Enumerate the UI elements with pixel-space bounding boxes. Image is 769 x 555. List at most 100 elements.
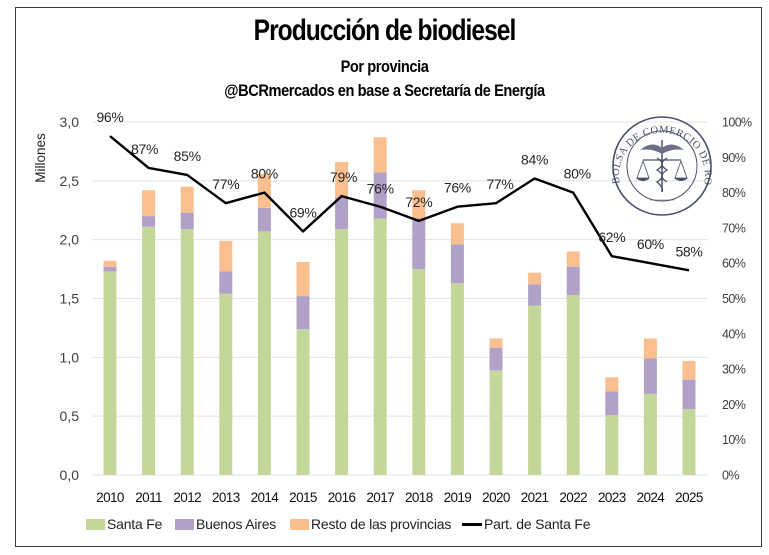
line-data-label: 58% xyxy=(675,243,702,259)
bar-buenos-aires-2010 xyxy=(103,266,117,272)
bar-santa-fe-2010 xyxy=(103,271,117,475)
line-data-label: 85% xyxy=(174,148,201,164)
bar-resto-de-las-provincias-2010 xyxy=(103,260,117,267)
bar-resto-de-las-provincias-2021 xyxy=(528,272,542,285)
bar-buenos-aires-2019 xyxy=(450,244,464,284)
legend-item-resto: Resto de las provincias xyxy=(290,516,451,532)
bar-resto-de-las-provincias-2023 xyxy=(605,377,619,392)
y2-tick-label: 40% xyxy=(722,327,746,341)
chart-subtitle: Por provincia xyxy=(340,57,429,76)
y2-tick-label: 80% xyxy=(722,186,746,200)
bar-buenos-aires-2020 xyxy=(489,347,503,371)
bar-santa-fe-2011 xyxy=(142,226,156,475)
legend-item-buenos-aires: Buenos Aires xyxy=(175,516,276,532)
line-data-label: 72% xyxy=(405,194,432,210)
y2-tick-label: 60% xyxy=(722,257,746,271)
line-data-label: 80% xyxy=(251,166,278,182)
bar-santa-fe-2022 xyxy=(566,294,580,475)
bar-santa-fe-2016 xyxy=(335,229,349,475)
line-data-label: 87% xyxy=(131,141,158,157)
bar-buenos-aires-2013 xyxy=(219,271,233,294)
bars xyxy=(103,137,696,475)
y-tick-label: 3,0 xyxy=(60,114,80,130)
x-tick-label: 2019 xyxy=(444,490,472,505)
y-tick-label: 0,5 xyxy=(60,408,80,424)
bar-buenos-aires-2021 xyxy=(528,284,542,306)
x-tick-label: 2021 xyxy=(521,490,549,505)
x-axis-ticks: 2010 2011 2012 2013 2014 2015 2016 2017 2018 2019… xyxy=(96,490,703,505)
y2-tick-label: 30% xyxy=(722,363,746,377)
x-tick-label: 2010 xyxy=(96,490,124,505)
line-data-label: 62% xyxy=(598,229,625,245)
x-tick-label: 2013 xyxy=(212,490,240,505)
line-data-label: 84% xyxy=(521,151,548,167)
legend-line-swatch xyxy=(462,522,482,526)
y2-tick-label: 90% xyxy=(722,151,746,165)
y-tick-label: 2,5 xyxy=(60,173,80,189)
bar-buenos-aires-2024 xyxy=(643,358,657,394)
bar-resto-de-las-provincias-2016 xyxy=(335,162,349,198)
y2-tick-label: 0% xyxy=(722,469,739,483)
bar-santa-fe-2020 xyxy=(489,370,503,475)
x-tick-label: 2016 xyxy=(328,490,356,505)
line-data-label: 77% xyxy=(486,176,513,192)
legend-item-part-santa-fe: Part. de Santa Fe xyxy=(462,516,591,532)
bar-resto-de-las-provincias-2014 xyxy=(257,173,271,208)
legend-swatch-resto xyxy=(290,518,309,530)
chart-title: Producción de biodiesel xyxy=(253,14,517,47)
line-data-label: 76% xyxy=(444,180,471,196)
y2-tick-label: 20% xyxy=(722,398,746,412)
bar-santa-fe-2025 xyxy=(682,409,696,475)
line-data-label: 77% xyxy=(212,176,239,192)
bar-resto-de-las-provincias-2019 xyxy=(450,223,464,245)
y2-tick-label: 10% xyxy=(722,433,746,447)
bar-buenos-aires-2014 xyxy=(257,207,271,232)
bar-santa-fe-2012 xyxy=(180,229,194,475)
bar-resto-de-las-provincias-2018 xyxy=(412,190,426,219)
bar-santa-fe-2018 xyxy=(412,269,426,475)
x-tick-label: 2015 xyxy=(289,490,317,505)
line-part-santa-fe xyxy=(109,135,690,272)
legend-item-santa-fe: Santa Fe xyxy=(86,516,162,532)
line-data-label: 79% xyxy=(330,169,357,185)
bar-buenos-aires-2022 xyxy=(566,266,580,295)
y2-tick-label: 70% xyxy=(722,221,746,235)
line-data-label: 60% xyxy=(637,236,664,252)
chart-source: @BCRmercados en base a Secretaría de Ene… xyxy=(224,81,545,100)
bar-buenos-aires-2016 xyxy=(335,197,349,230)
bar-buenos-aires-2018 xyxy=(412,218,426,270)
logo-text: BOLSA DE COMERCIO DE ROSARIO xyxy=(0,0,713,186)
bar-buenos-aires-2023 xyxy=(605,391,619,415)
bar-resto-de-las-provincias-2022 xyxy=(566,251,580,267)
line-data-labels: 96% 87% 85% 77% 80% 69% 79% 76% 72% 76% 77% 84% 80% 6… xyxy=(96,109,702,259)
bar-resto-de-las-provincias-2020 xyxy=(489,338,503,348)
bar-buenos-aires-2015 xyxy=(296,296,310,330)
bar-resto-de-las-provincias-2024 xyxy=(643,338,657,359)
legend-swatch-buenos-aires xyxy=(175,518,194,530)
y-tick-label: 2,0 xyxy=(60,232,80,248)
bar-santa-fe-2023 xyxy=(605,414,619,475)
right-axis-ticks: 0% 10% 20% 30% 40% 50% 60% 70% 80% 90% 100% xyxy=(722,116,753,483)
svg-text:BOLSA DE COMERCIO DE ROSARIO: BOLSA DE COMERCIO DE ROSARIO xyxy=(0,0,713,186)
bar-santa-fe-2017 xyxy=(373,218,387,475)
bar-resto-de-las-provincias-2013 xyxy=(219,240,233,272)
bar-resto-de-las-provincias-2011 xyxy=(142,190,156,217)
bar-santa-fe-2013 xyxy=(219,293,233,475)
x-tick-label: 2018 xyxy=(405,490,433,505)
bar-santa-fe-2014 xyxy=(257,231,271,475)
x-tick-label: 2023 xyxy=(598,490,626,505)
bar-resto-de-las-provincias-2015 xyxy=(296,262,310,297)
x-tick-label: 2025 xyxy=(675,490,703,505)
x-tick-label: 2012 xyxy=(173,490,201,505)
legend-swatch-santa-fe xyxy=(86,518,105,530)
x-tick-label: 2011 xyxy=(135,490,162,505)
bar-santa-fe-2019 xyxy=(450,283,464,475)
x-tick-label: 2024 xyxy=(637,490,666,505)
line-data-label: 76% xyxy=(367,181,394,197)
x-tick-label: 2017 xyxy=(366,490,394,505)
santa-fe-share-line xyxy=(109,135,690,272)
left-axis-ticks: 0,0 0,5 1,0 1,5 2,0 2,5 3,0 xyxy=(60,114,80,483)
x-tick-label: 2014 xyxy=(251,490,280,505)
y-tick-label: 1,0 xyxy=(60,349,80,365)
